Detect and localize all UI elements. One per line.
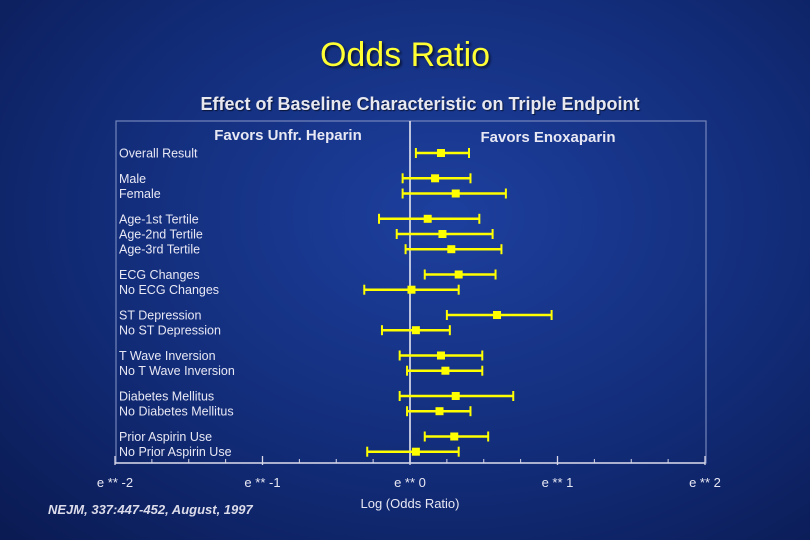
row-label: Prior Aspirin Use	[119, 430, 212, 444]
x-tick-label: e ** 0	[394, 475, 426, 490]
row-label: Diabetes Mellitus	[119, 390, 214, 404]
page-title: Odds Ratio	[319, 36, 491, 74]
point-estimate	[407, 285, 416, 294]
citation: NEJM, 337:447-452, August, 1997	[48, 502, 253, 517]
point-estimate	[451, 189, 460, 198]
row-label: No ECG Changes	[119, 283, 219, 297]
point-estimate	[450, 432, 459, 441]
row-label: No ST Depression	[119, 324, 221, 338]
favors-left-label: Favors Unfr. Heparin	[214, 127, 362, 144]
chart-subtitle: Effect of Baseline Characteristic on Tri…	[200, 94, 640, 114]
row-label: Overall Result	[119, 147, 198, 161]
point-estimate	[441, 366, 450, 375]
x-axis-title: Log (Odds Ratio)	[361, 496, 460, 511]
point-estimate	[454, 270, 463, 279]
point-estimate	[493, 311, 502, 319]
row-label: Age-2nd Tertile	[119, 228, 203, 242]
point-estimate	[451, 392, 460, 400]
row-label: ST Depression	[119, 309, 201, 323]
point-estimate	[447, 245, 456, 254]
row-label: Age-3rd Tertile	[119, 243, 200, 257]
x-tick-label: e ** 2	[689, 475, 721, 490]
point-estimate	[435, 407, 444, 416]
point-estimate	[431, 174, 440, 183]
row-label: Male	[119, 172, 146, 186]
point-estimate	[438, 230, 447, 238]
row-label: ECG Changes	[119, 268, 200, 282]
favors-right-label: Favors Enoxaparin	[480, 129, 615, 146]
row-label: No Prior Aspirin Use	[119, 445, 232, 459]
point-estimate	[411, 326, 420, 335]
x-tick-label: e ** -1	[244, 475, 280, 490]
x-tick-label: e ** 1	[542, 475, 574, 490]
point-estimate	[436, 351, 445, 360]
row-label: T Wave Inversion	[119, 349, 216, 363]
row-label: No Diabetes Mellitus	[119, 405, 234, 419]
point-estimate	[411, 447, 420, 456]
point-estimate	[436, 149, 445, 157]
row-label: Female	[119, 187, 161, 201]
row-label: No T Wave Inversion	[119, 364, 235, 378]
row-label: Age-1st Tertile	[119, 212, 199, 226]
x-tick-label: e ** -2	[97, 475, 133, 490]
point-estimate	[423, 214, 432, 223]
